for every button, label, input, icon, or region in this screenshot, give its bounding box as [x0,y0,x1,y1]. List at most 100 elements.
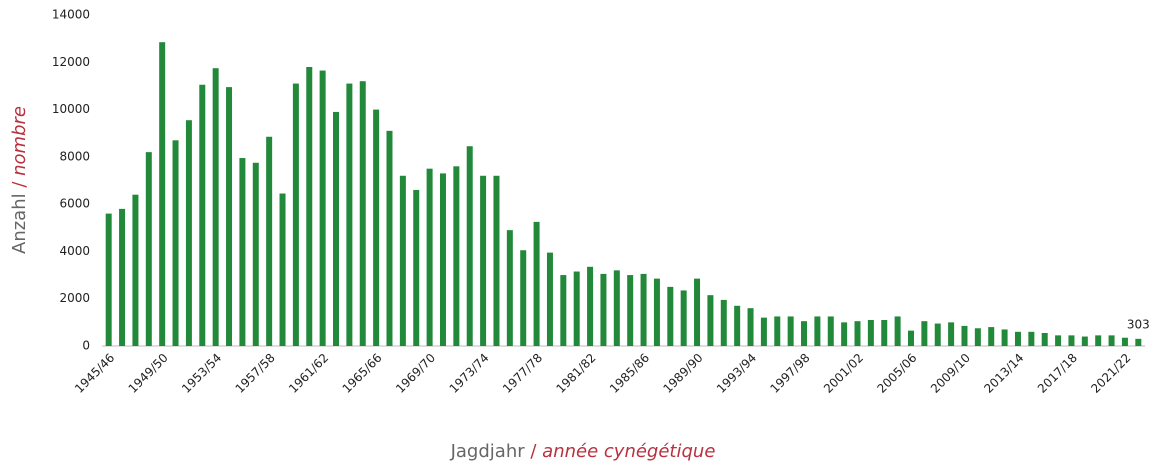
bar [252,162,259,346]
bar [747,308,754,346]
x-label-fr: année cynégétique [542,441,715,462]
bar [212,68,219,347]
y-axis-label: Anzahl / nombre [9,106,30,254]
bar [653,278,660,346]
x-tick-label: 2017/18 [1035,351,1080,396]
bar [520,250,527,346]
bar [760,317,767,346]
bar [546,252,553,346]
bar [573,271,580,346]
bar [159,42,166,347]
bar [105,213,112,346]
bar [1068,335,1075,346]
x-tick-label: 1997/98 [767,351,812,396]
bar [907,330,914,346]
bar [346,83,353,347]
x-tick-label: 1973/74 [447,351,492,396]
x-tick-label: 1989/90 [660,351,705,396]
bar [640,273,647,346]
bar [787,316,794,346]
bar [1028,331,1035,346]
x-label-de: Jagdjahr [450,441,526,462]
bar [239,158,246,346]
bar [894,316,901,346]
bar [386,130,393,346]
bar [734,305,741,346]
bar [921,321,928,346]
x-tick-label: 1949/50 [126,351,171,396]
bar [707,295,714,346]
bar [627,275,634,346]
bar [613,270,620,346]
bar [961,325,968,346]
y-tick-label: 14000 [52,8,90,22]
bar [1041,332,1048,346]
bar [934,323,941,346]
bar [480,175,487,346]
bar [185,120,192,346]
x-tick-label: 2013/14 [981,351,1026,396]
y-tick-label: 0 [82,339,90,353]
x-tick-label: 1961/62 [286,351,331,396]
bar [814,316,821,346]
bar [827,316,834,346]
bar [680,290,687,346]
x-tick-label: 1977/78 [500,351,545,396]
x-tick-label: 1965/66 [340,351,385,396]
bar [319,70,326,346]
bar [1001,329,1008,346]
bar [774,316,781,346]
x-tick-label: 1945/46 [72,351,117,396]
bar [1081,336,1088,346]
x-tick-label: 1969/70 [393,351,438,396]
bar [974,328,981,346]
x-tick-label: 2005/06 [874,351,919,396]
bar [466,146,473,346]
bar [199,84,206,346]
bar [399,175,406,346]
bar [226,87,233,346]
bar [1121,337,1128,346]
bar [533,221,540,346]
bar [560,275,567,346]
y-label-de: Anzahl [9,193,30,254]
bar [119,208,126,346]
bar [266,136,273,346]
bar [1108,335,1115,346]
bar [359,81,366,346]
bar [720,299,727,346]
bar [493,175,500,346]
bar [453,166,460,346]
bar [279,193,286,346]
y-tick-label: 10000 [52,102,90,116]
bar [373,109,380,346]
bar [841,322,848,346]
bar [132,194,139,346]
x-tick-label: 2021/22 [1088,351,1133,396]
x-tick-label: 1957/58 [233,351,278,396]
y-label-fr: nombre [9,106,30,176]
x-tick-label: 2001/02 [821,351,866,396]
bar [854,321,861,346]
bar [587,266,594,346]
x-tick-label: 1953/54 [179,351,224,396]
bar [667,286,674,346]
y-tick-label: 8000 [59,149,90,163]
y-tick-label: 4000 [59,244,90,258]
x-tick-label: 1993/94 [714,351,759,396]
x-tick-label: 2009/10 [928,351,973,396]
bar [292,83,299,347]
bar [506,230,513,346]
bar [306,67,313,346]
y-tick-label: 2000 [59,291,90,305]
bar [881,319,888,346]
y-label-sep: / [9,181,30,188]
bar [694,278,701,346]
y-tick-label: 12000 [52,55,90,69]
bar [1055,335,1062,346]
x-tick-label: 1981/82 [554,351,599,396]
bar [333,111,340,346]
x-tick-label: 1985/86 [607,351,652,396]
